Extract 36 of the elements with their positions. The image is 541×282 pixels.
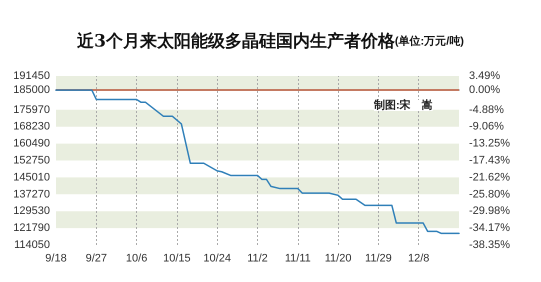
- y-tick-label: 185000: [13, 84, 50, 96]
- x-tick-label: 10/15: [163, 252, 191, 264]
- y-tick-label: 160490: [13, 138, 50, 150]
- y-tick-label: 137270: [13, 188, 50, 200]
- x-tick-label: 11/29: [365, 252, 392, 264]
- y-tick-label: 129530: [13, 205, 50, 218]
- y-tick-label: 152750: [13, 154, 50, 166]
- x-tick-label: 11/20: [324, 252, 352, 264]
- x-tick-label: 11/11: [284, 252, 311, 264]
- y2-tick-label: -13.25%: [469, 138, 510, 150]
- y-tick-label: 191450: [13, 70, 50, 82]
- y2-tick-label: 0.00%: [469, 84, 500, 96]
- y2-tick-label: -4.88%: [469, 104, 504, 116]
- y2-tick-label: 3.49%: [469, 70, 500, 82]
- y2-tick-label: -9.06%: [469, 120, 504, 133]
- line-series: [55, 89, 460, 234]
- chart-subtitle: (单位:万元/吨): [394, 34, 464, 48]
- x-tick-label: 10/24: [203, 252, 231, 264]
- chart-title: 近3个月来太阳能级多晶硅国内生产者价格: [76, 32, 396, 52]
- y-tick-label: 114050: [14, 239, 50, 251]
- y2-tick-label: -34.17%: [469, 222, 510, 234]
- y2-tick-label: -21.62%: [469, 171, 510, 184]
- y-tick-label: 168230: [13, 120, 50, 133]
- y-tick-label: 145010: [13, 171, 50, 184]
- x-tick-label: 10/6: [126, 252, 148, 264]
- y-tick-label: 121790: [13, 222, 50, 234]
- x-tick-label: 9/18: [45, 252, 67, 264]
- x-tick-label: 12/8: [408, 252, 430, 264]
- x-tick-label: 11/2: [247, 252, 268, 264]
- y2-tick-label: -38.35%: [469, 239, 510, 251]
- annotation: 制图:宋 嵩: [373, 98, 433, 112]
- y2-tick-label: -17.43%: [469, 154, 510, 166]
- x-tick-label: 9/27: [86, 252, 108, 264]
- y2-tick-label: -25.80%: [469, 188, 510, 200]
- y-tick-label: 175970: [13, 104, 50, 116]
- y2-tick-label: -29.98%: [469, 205, 510, 218]
